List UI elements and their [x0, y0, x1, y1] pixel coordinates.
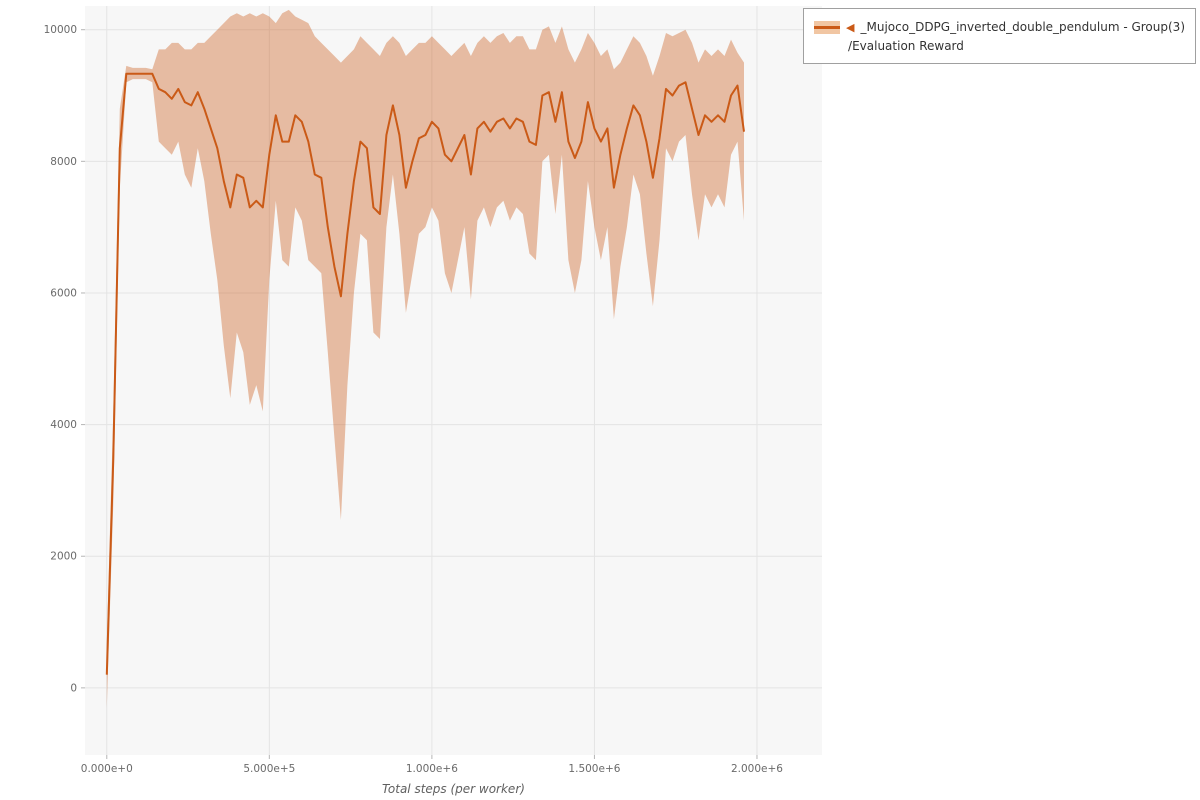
mean-line — [105, 72, 745, 675]
collapse-triangle-icon[interactable]: ◀ — [846, 20, 855, 34]
x-tick-label: 1.500e+6 — [568, 763, 620, 775]
series-color-swatch — [814, 20, 841, 34]
y-tick-label: 8000 — [50, 156, 77, 168]
y-tick-label: 4000 — [50, 419, 77, 431]
x-tick-label: 1.000e+6 — [406, 763, 458, 775]
x-tick-label: 5.000e+5 — [243, 763, 295, 775]
x-tick-label: 2.000e+6 — [731, 763, 783, 775]
x-tick-label: 0.000e+0 — [81, 763, 133, 775]
legend-series-label: _Mujoco_DDPG_inverted_double_pendulum - … — [860, 20, 1186, 34]
y-tick-label: 6000 — [50, 287, 77, 299]
series-line-sample — [814, 25, 841, 29]
y-tick-label: 2000 — [50, 551, 77, 563]
x-axis-title: Total steps (per worker) — [382, 782, 525, 796]
y-tick-label: 10000 — [44, 24, 77, 36]
legend-entry[interactable]: ◀ _Mujoco_DDPG_inverted_double_pendulum … — [814, 18, 1185, 37]
legend-metric-label: /Evaluation Reward — [848, 38, 964, 53]
legend[interactable]: ◀ _Mujoco_DDPG_inverted_double_pendulum … — [803, 8, 1196, 65]
y-tick-label: 0 — [70, 682, 77, 694]
